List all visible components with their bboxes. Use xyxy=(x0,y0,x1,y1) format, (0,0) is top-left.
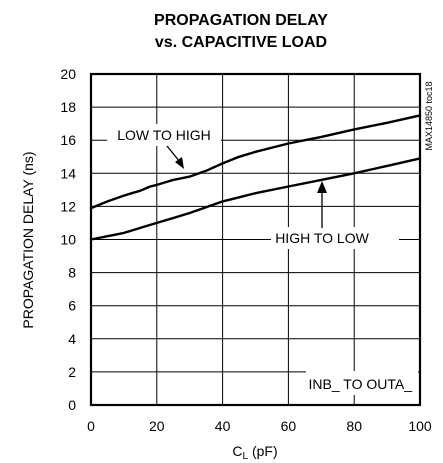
low-to-high-arrow-line xyxy=(166,145,181,163)
y-tick-label: 14 xyxy=(60,165,76,181)
y-tick-label: 4 xyxy=(68,331,76,347)
y-tick-labels: 0 2 4 6 8 10 12 14 16 18 20 xyxy=(60,66,76,413)
x-axis-label-sub: L xyxy=(243,451,249,462)
condition-label-bg xyxy=(306,371,418,395)
series-line-low-to-high xyxy=(89,114,422,210)
low-to-high-arrow-head xyxy=(175,157,184,169)
x-axis-label: CL (pF) xyxy=(232,443,277,462)
y-tick-label: 10 xyxy=(60,232,76,248)
y-tick-label: 6 xyxy=(68,298,76,314)
condition-label: INB_ TO OUTA_ xyxy=(309,376,413,392)
high-to-low-label: HIGH TO LOW xyxy=(275,230,369,246)
y-tick-label: 18 xyxy=(60,99,76,115)
y-tick-label: 20 xyxy=(60,66,76,82)
y-tick-label: 2 xyxy=(68,364,76,380)
part-number-bg xyxy=(422,74,434,158)
x-tick-label: 20 xyxy=(149,418,165,434)
x-axis-label-main: C xyxy=(232,443,242,459)
y-axis-label: PROPAGATION DELAY (ns) xyxy=(20,151,36,328)
y-tick-label: 8 xyxy=(68,265,76,281)
x-tick-label: 60 xyxy=(281,418,297,434)
y-tick-label: 12 xyxy=(60,198,76,214)
part-number: MAX14850 toc18 xyxy=(424,81,434,150)
series-lines xyxy=(89,114,422,241)
chart-title-line2: vs. CAPACITIVE LOAD xyxy=(155,34,327,51)
y-tick-label: 16 xyxy=(60,132,76,148)
high-to-low-arrow-head xyxy=(317,181,327,193)
x-tick-label: 100 xyxy=(408,418,432,434)
plot-area-frame xyxy=(89,72,422,407)
high-to-low-label-bg xyxy=(271,227,399,249)
x-tick-labels: 0 20 40 60 80 100 xyxy=(87,418,432,434)
x-tick-label: 0 xyxy=(87,418,95,434)
low-to-high-label-bg xyxy=(107,124,221,146)
y-tick-label: 0 xyxy=(68,397,76,413)
x-tick-label: 80 xyxy=(346,418,362,434)
x-tick-label: 40 xyxy=(215,418,231,434)
x-axis-label-unit: (pF) xyxy=(248,443,278,459)
low-to-high-label: LOW TO HIGH xyxy=(117,127,211,143)
series-line-high-to-low xyxy=(89,157,422,241)
chart-title-line1: PROPAGATION DELAY xyxy=(154,12,328,29)
